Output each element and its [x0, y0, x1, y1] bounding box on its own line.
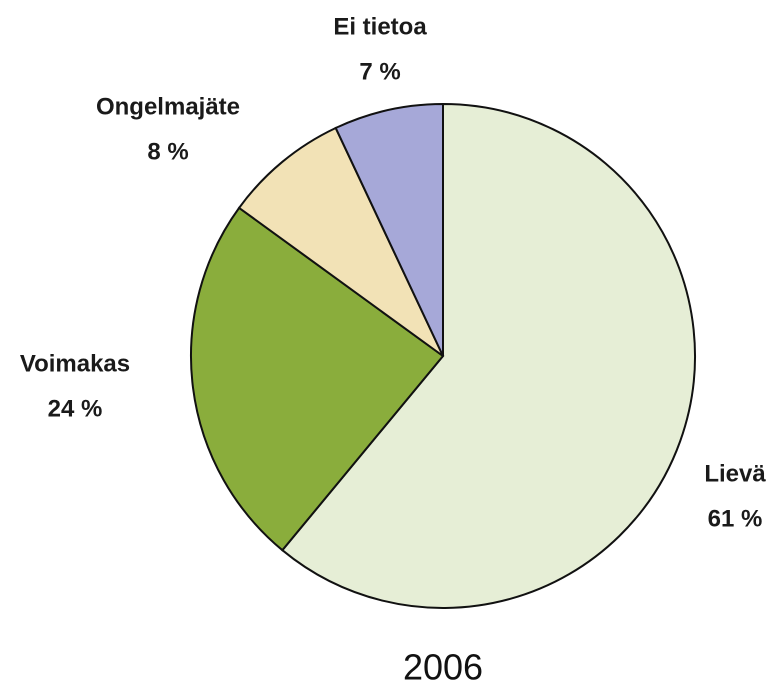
slice-value-label: 24 %: [48, 395, 103, 422]
slice-label: Voimakas: [20, 350, 130, 377]
slice-value-label: 8 %: [147, 138, 188, 165]
slice-label: Ongelmajäte: [96, 93, 240, 120]
pie-slice: [237, 126, 444, 357]
pie-slice: [280, 102, 696, 609]
slice-label: Ei tietoa: [333, 13, 427, 40]
slice-label: Lievä: [704, 460, 766, 487]
pie-slice: [334, 102, 444, 357]
slice-value-label: 61 %: [708, 505, 763, 532]
pie-slice: [190, 206, 445, 552]
chart-title: 2006: [403, 647, 483, 688]
slice-value-label: 7 %: [359, 58, 400, 85]
